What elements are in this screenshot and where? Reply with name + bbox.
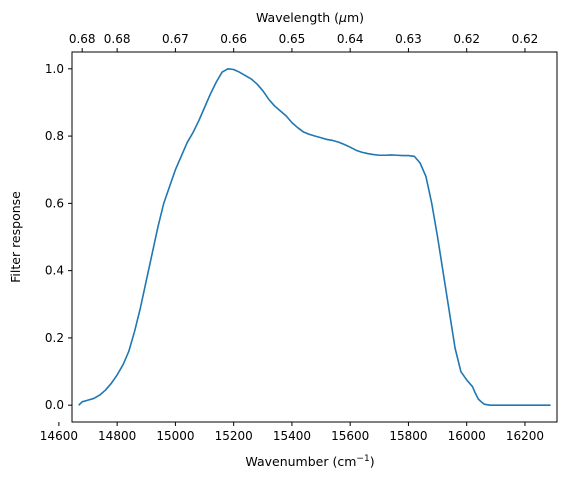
bottom-axis-ticks: 14600 14800 15000 15200 15400 15600 15800 16000… — [40, 422, 544, 443]
x-tick-label: 16200 — [506, 429, 544, 443]
y-tick-label: 0.6 — [45, 196, 64, 210]
series-layer — [78, 68, 551, 406]
top-tick-label: 0.67 — [162, 32, 189, 46]
top-tick-label: 0.64 — [337, 32, 364, 46]
top-tick-label: 0.68 — [104, 32, 131, 46]
x-axis-label: Wavenumber (cm−1) — [245, 454, 374, 469]
x-tick-label: 15400 — [273, 429, 311, 443]
top-tick-label: 0.66 — [220, 32, 247, 46]
y-tick-label: 0.2 — [45, 331, 64, 345]
x-tick-label: 15800 — [389, 429, 427, 443]
x-tick-label: 16000 — [448, 429, 486, 443]
x-tick-label: 15600 — [331, 429, 369, 443]
top-axis-label-close: m) — [347, 10, 364, 25]
top-tick-label: 0.63 — [395, 32, 422, 46]
top-tick-label: 0.62 — [453, 32, 480, 46]
x-axis-label-superscript: −1 — [356, 454, 369, 464]
x-tick-label: 15200 — [215, 429, 253, 443]
series-line-1 — [78, 68, 551, 406]
left-axis-ticks: 0.0 0.2 0.4 0.6 0.8 1.0 — [45, 62, 72, 412]
top-tick-label: 0.68 — [69, 32, 96, 46]
y-tick-label: 1.0 — [45, 62, 64, 76]
y-tick-label: 0.8 — [45, 129, 64, 143]
plot-area — [72, 52, 557, 422]
y-tick-label: 0.0 — [45, 398, 64, 412]
top-axis-label: Wavelength (μm) — [256, 10, 364, 25]
x-tick-label: 14800 — [98, 429, 136, 443]
top-tick-label: 0.62 — [512, 32, 539, 46]
top-tick-label: 0.65 — [279, 32, 306, 46]
y-axis-label: Filter response — [8, 191, 23, 283]
top-axis-label-mu: μ — [338, 10, 347, 25]
plot-frame — [71, 51, 558, 423]
top-axis-ticks: 0.68 0.68 0.67 0.66 0.65 0.64 0.63 0.62 0.62 — [69, 32, 538, 52]
x-axis-label-close: ) — [370, 454, 375, 469]
x-tick-label: 15000 — [156, 429, 194, 443]
x-tick-label: 14600 — [40, 429, 78, 443]
y-tick-label: 0.4 — [45, 264, 64, 278]
